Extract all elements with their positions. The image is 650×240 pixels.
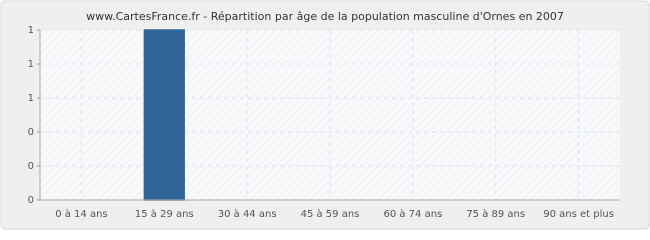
x-tick-label: 90 ans et plus: [543, 209, 614, 220]
bar: [143, 29, 185, 201]
x-tick-label: 45 à 59 ans: [301, 208, 360, 220]
y-tick-label: 1: [28, 59, 34, 70]
x-tick-label: 15 à 29 ans: [135, 208, 194, 220]
chart: www.CartesFrance.fr - Répartition par âg…: [0, 0, 650, 230]
y-tick-label: 1: [28, 93, 34, 104]
x-tick-label: 60 à 74 ans: [383, 208, 442, 220]
y-tick-label: 0: [28, 127, 34, 138]
x-tick-label: 30 à 44 ans: [218, 208, 277, 220]
x-tick-label: 0 à 14 ans: [55, 208, 107, 220]
x-tick-label: 75 à 89 ans: [466, 208, 525, 220]
chart-title: www.CartesFrance.fr - Répartition par âg…: [86, 10, 564, 23]
y-tick-label: 1: [28, 25, 34, 36]
plot-area: [40, 30, 620, 200]
y-tick-label: 0: [28, 195, 34, 206]
page: www.CartesFrance.fr - Répartition par âg…: [0, 0, 650, 230]
y-tick-label: 0: [28, 161, 34, 172]
